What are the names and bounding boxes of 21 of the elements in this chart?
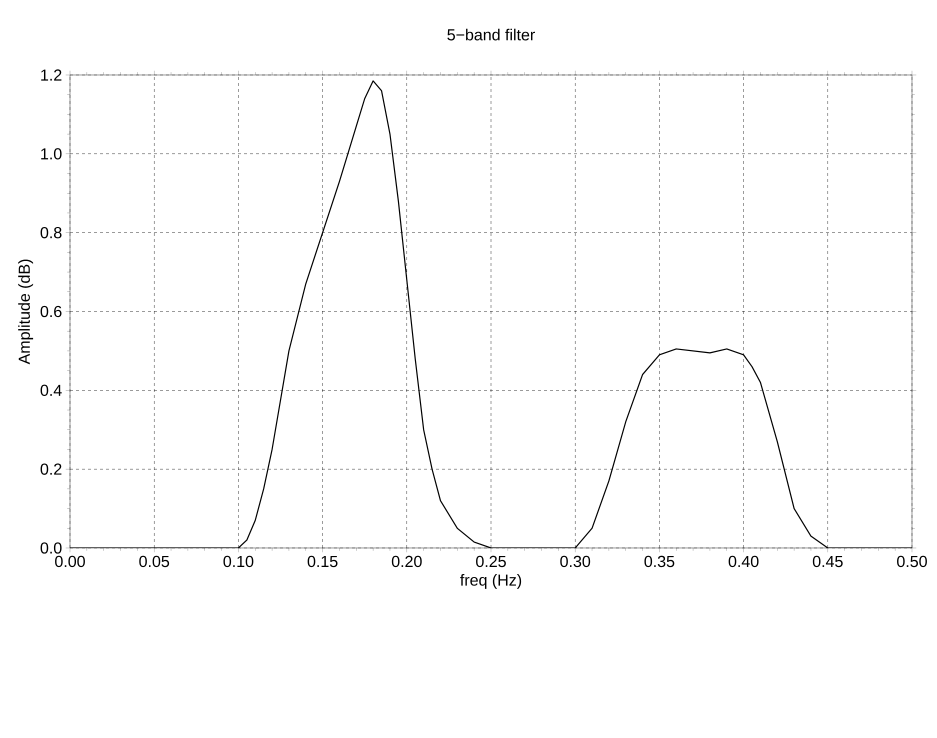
y-tick-label: 0.0 xyxy=(40,542,62,554)
x-tick-label: 0.50 xyxy=(897,556,927,568)
x-tick-label: 0.30 xyxy=(560,556,590,568)
x-tick-label: 0.40 xyxy=(728,556,759,568)
x-tick-label: 0.35 xyxy=(644,556,674,568)
y-axis-title: Amplitude (dB) xyxy=(18,260,34,364)
y-tick-label: 1.0 xyxy=(41,148,62,160)
x-tick-label: 0.20 xyxy=(392,556,422,568)
y-tick-label: 0.4 xyxy=(40,384,62,396)
x-tick-label: 0.00 xyxy=(55,556,85,568)
x-tick-label: 0.10 xyxy=(223,556,254,568)
y-tick-label: 0.8 xyxy=(40,226,62,238)
x-tick-label: 0.15 xyxy=(308,556,338,568)
y-tick-label: 0.2 xyxy=(40,463,62,475)
y-tick-label: 1.2 xyxy=(41,69,62,81)
chart-title: 5−band filter xyxy=(447,28,535,40)
x-axis-title: freq (Hz) xyxy=(460,574,522,589)
x-tick-label: 0.05 xyxy=(139,556,170,568)
x-tick-label: 0.25 xyxy=(476,556,506,568)
y-tick-label: 0.6 xyxy=(40,306,62,318)
x-tick-label: 0.45 xyxy=(812,556,843,568)
